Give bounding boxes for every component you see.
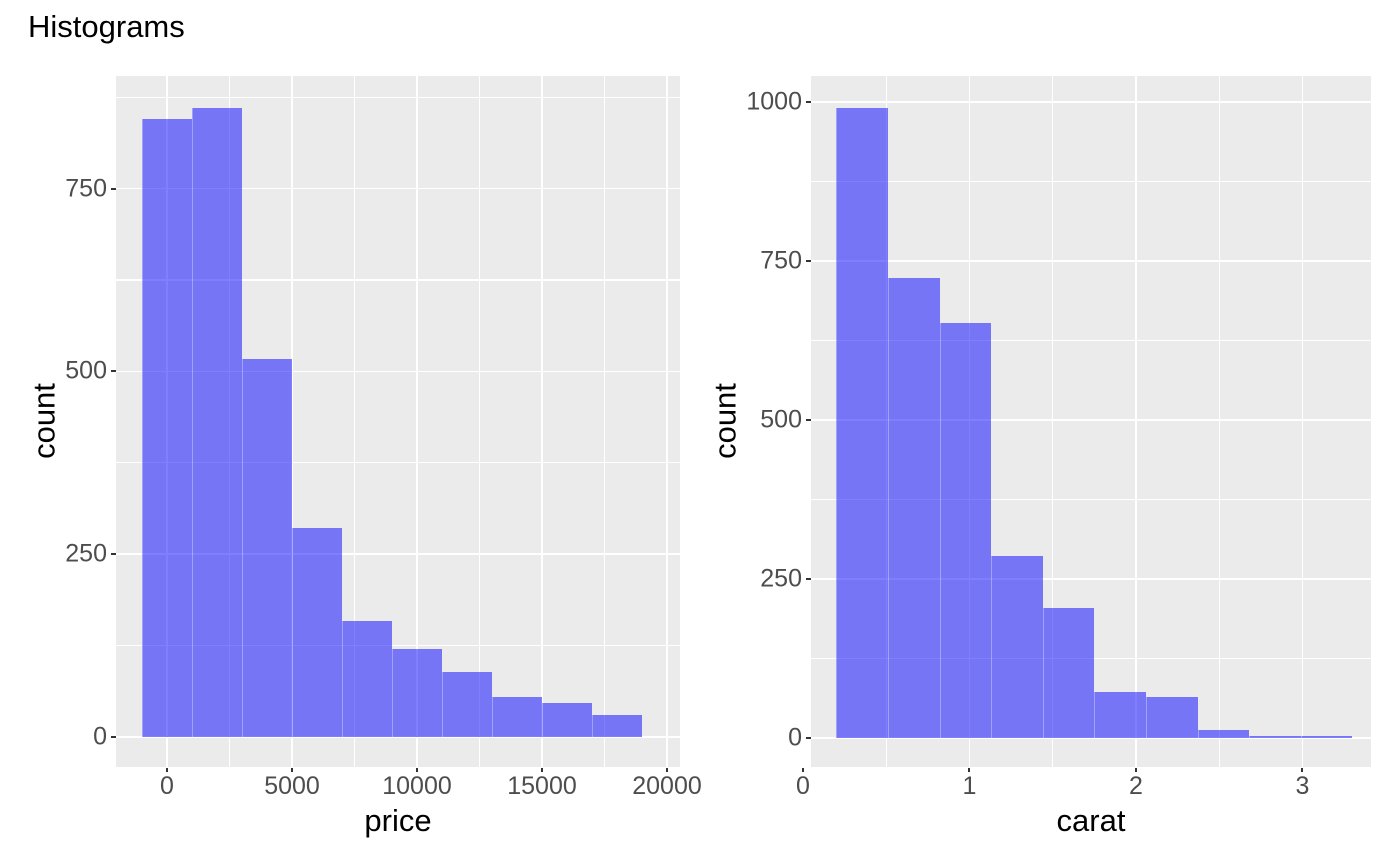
y-tick-label: 750 [65, 174, 107, 203]
histogram-bar [592, 715, 642, 737]
y-tick-label: 1000 [746, 87, 802, 116]
y-tick-mark [806, 259, 811, 262]
y-tick-label: 500 [760, 405, 802, 434]
histogram-bar [392, 649, 442, 737]
y-minor-gridline [811, 180, 1371, 183]
x-major-gridline [1135, 76, 1137, 767]
y-major-gridline [811, 260, 1371, 262]
x-tick-mark [166, 767, 168, 772]
histogram-bar [242, 358, 292, 737]
y-minor-gridline [116, 645, 680, 647]
x-tick-label: 0 [160, 772, 174, 800]
y-major-gridline [116, 370, 680, 373]
x-tick-mark [1134, 767, 1137, 772]
histogram-bar [1249, 735, 1301, 738]
y-axis-title-carat-plot: count [707, 383, 743, 459]
y-tick-label: 250 [760, 564, 802, 593]
y-tick-label: 500 [65, 356, 107, 385]
histogram-bar [991, 555, 1043, 738]
y-tick-label: 0 [788, 723, 802, 752]
histogram-bar [542, 703, 592, 737]
x-tick-label: 2 [1128, 772, 1143, 800]
histogram-bar [142, 119, 192, 738]
x-minor-gridline [1052, 76, 1054, 767]
x-tick-label: 5000 [264, 772, 320, 800]
x-minor-gridline [603, 76, 606, 767]
x-major-gridline [1301, 76, 1304, 767]
y-tick-label: 250 [65, 539, 107, 568]
x-tick-mark [802, 767, 804, 772]
x-tick-mark [416, 767, 418, 772]
y-tick-mark [111, 736, 116, 739]
x-axis-title-carat-plot: carat [1056, 803, 1126, 838]
histogram-bar [887, 278, 940, 738]
y-minor-gridline [116, 279, 680, 281]
y-major-gridline [116, 553, 680, 555]
x-tick-mark [968, 767, 971, 772]
x-tick-mark [666, 767, 668, 772]
y-major-gridline [116, 187, 680, 190]
y-major-gridline [811, 101, 1371, 103]
histogram-bar [1145, 697, 1198, 738]
histogram-bar [192, 108, 242, 738]
y-major-gridline [811, 578, 1371, 580]
x-tick-label: 1 [962, 772, 977, 800]
histogram-bar [939, 323, 992, 738]
x-minor-gridline [1218, 76, 1220, 767]
x-tick-label: 3 [1295, 772, 1310, 800]
y-tick-mark [111, 187, 116, 190]
histogram-bar [1042, 608, 1095, 738]
y-tick-label: 0 [93, 722, 107, 751]
x-tick-label: 0 [796, 772, 810, 800]
x-major-gridline [416, 76, 418, 767]
x-major-gridline [802, 76, 804, 767]
y-major-gridline [116, 736, 680, 738]
y-tick-mark [111, 370, 116, 373]
x-tick-mark [1301, 767, 1304, 772]
y-minor-gridline [811, 339, 1371, 341]
histogram-bar [292, 527, 342, 738]
x-major-gridline [541, 76, 543, 767]
y-tick-mark [806, 736, 811, 739]
x-tick-mark [541, 767, 543, 772]
y-tick-label: 750 [760, 246, 802, 275]
y-minor-gridline [116, 462, 680, 464]
y-tick-mark [806, 418, 811, 421]
histogram-bar [442, 671, 492, 738]
y-tick-mark [111, 553, 116, 556]
histogram-bar [1197, 730, 1250, 738]
y-minor-gridline [811, 498, 1371, 500]
x-tick-label: 10000 [382, 772, 452, 800]
x-minor-gridline [478, 76, 481, 767]
y-axis-title-price-plot: count [26, 383, 62, 459]
x-tick-label: 15000 [507, 772, 577, 800]
y-tick-mark [806, 577, 811, 580]
plot-title: Histograms [28, 9, 185, 44]
histogram-bar [836, 107, 888, 738]
y-major-gridline [811, 736, 1371, 739]
histogram-bar [1300, 736, 1353, 738]
x-axis-title-price-plot: price [364, 803, 432, 838]
x-minor-gridline [353, 76, 356, 767]
histogram-bar [492, 696, 542, 737]
histogram-bar [342, 620, 392, 737]
histogram-bar [1094, 691, 1146, 738]
y-tick-mark [806, 101, 811, 104]
x-tick-mark [291, 767, 293, 772]
y-major-gridline [811, 419, 1371, 421]
x-tick-label: 20000 [632, 772, 702, 800]
x-major-gridline [666, 76, 668, 767]
y-minor-gridline [116, 96, 680, 98]
